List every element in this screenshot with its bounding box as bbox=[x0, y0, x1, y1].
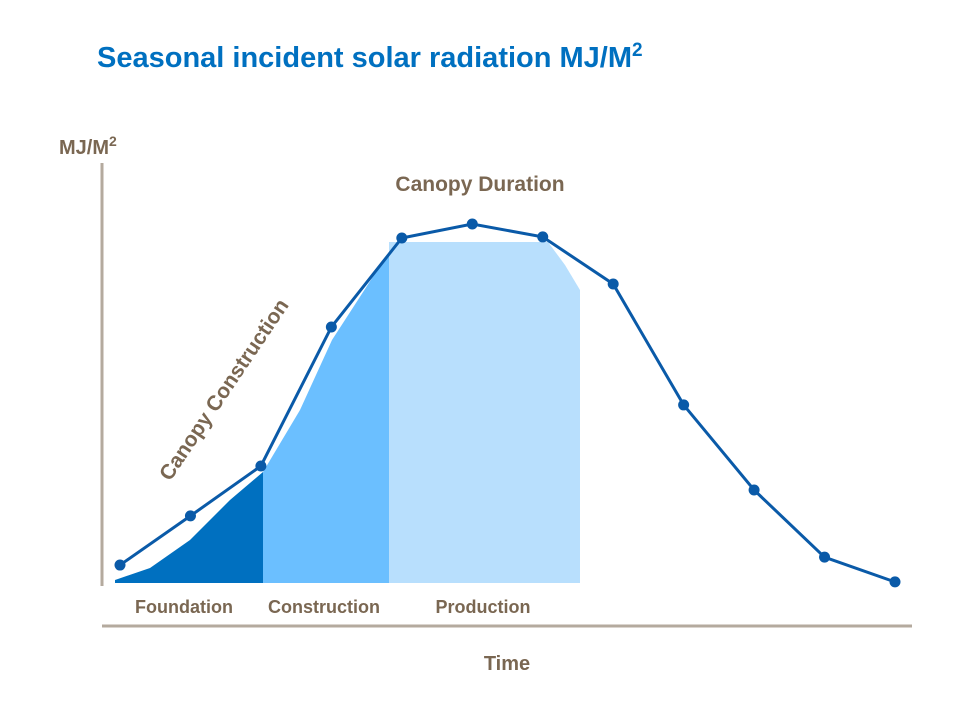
data-point bbox=[748, 484, 760, 496]
data-point bbox=[889, 576, 901, 588]
data-point bbox=[255, 460, 267, 472]
x-axis-label: Time bbox=[484, 653, 530, 675]
series-line bbox=[119, 222, 896, 584]
data-point bbox=[537, 231, 549, 243]
data-point bbox=[607, 278, 619, 290]
data-point bbox=[819, 551, 831, 563]
canopy-duration-label: Canopy Duration bbox=[395, 173, 564, 196]
data-point bbox=[466, 218, 478, 230]
data-point bbox=[325, 321, 337, 333]
radiation-series bbox=[114, 218, 901, 588]
stage-areas bbox=[115, 242, 580, 583]
data-point bbox=[396, 232, 408, 244]
y-axis-label: MJ/M2 bbox=[59, 133, 117, 159]
stage-area-construction bbox=[263, 252, 389, 583]
stage-label-production: Production bbox=[436, 597, 531, 617]
chart-title: Seasonal incident solar radiation MJ/M2 bbox=[97, 40, 643, 74]
stage-label-construction: Construction bbox=[268, 597, 380, 617]
stage-area-production bbox=[389, 242, 580, 583]
data-point bbox=[678, 399, 690, 411]
data-point bbox=[114, 559, 126, 571]
stage-label-foundation: Foundation bbox=[135, 597, 233, 617]
stage-area-foundation bbox=[115, 472, 263, 583]
data-point bbox=[184, 510, 196, 522]
